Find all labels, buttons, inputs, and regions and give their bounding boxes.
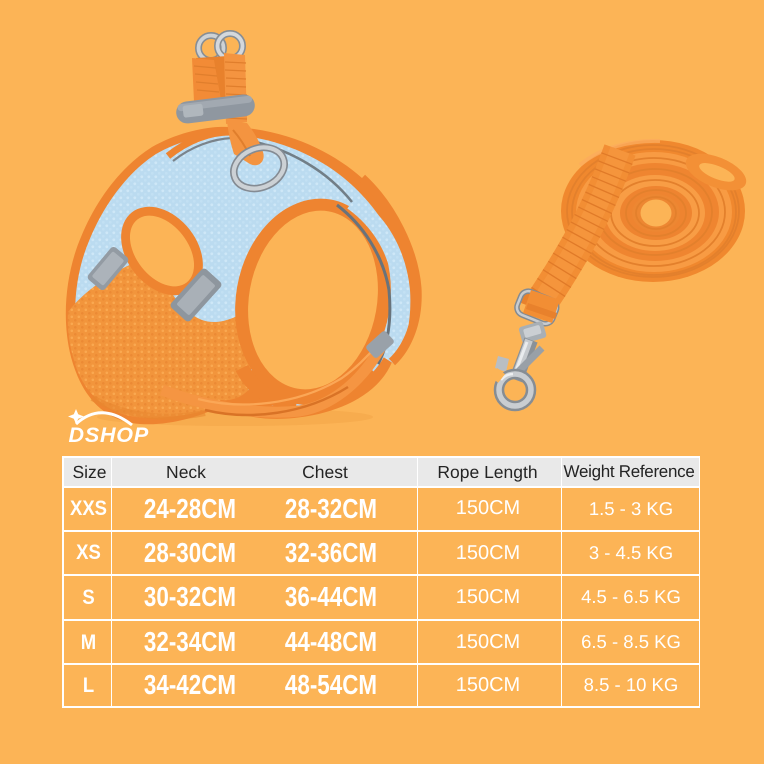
svg-text:DSHOP: DSHOP <box>69 423 149 447</box>
